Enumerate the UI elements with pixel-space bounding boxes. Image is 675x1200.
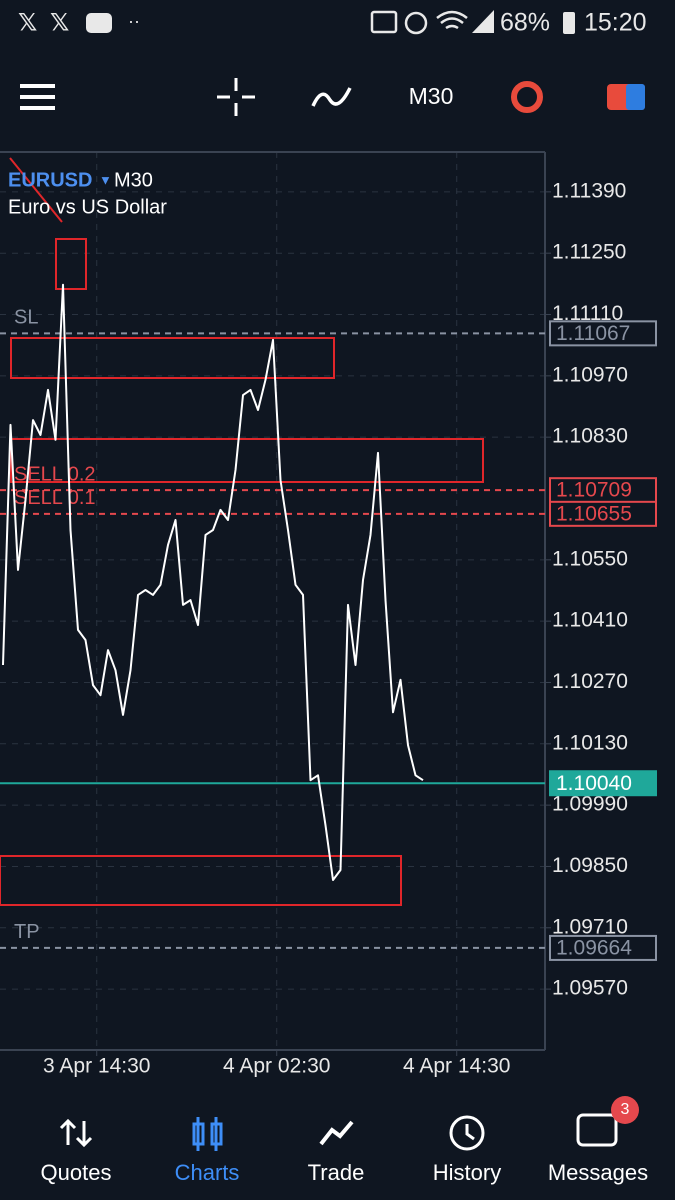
badge <box>611 1096 639 1124</box>
y-tick-label: 1.10270 <box>552 670 628 693</box>
y-tick-label: 1.11110 <box>552 302 623 325</box>
history-hands <box>465 1124 475 1141</box>
grid <box>0 152 545 1050</box>
nav-label[interactable]: Trade <box>308 1160 365 1185</box>
y-tick-label: 1.10550 <box>552 547 628 570</box>
y-tick-label: 1.11390 <box>552 179 626 202</box>
x-tick-label: 4 Apr 02:30 <box>223 1055 330 1078</box>
y-tick-label: 1.09990 <box>552 793 628 816</box>
video-icon <box>86 13 112 33</box>
symbol[interactable]: EURUSD <box>8 169 92 191</box>
battery-percent: 68% <box>500 9 550 37</box>
charts-icon <box>192 1117 223 1151</box>
level-name: SELL 0.2 <box>14 463 96 485</box>
level-label: 1.10040 <box>556 772 632 795</box>
level-name: TP <box>14 921 40 943</box>
battery-icon <box>563 12 575 34</box>
drawings <box>0 157 484 906</box>
y-tick-label: 1.10410 <box>552 609 628 632</box>
price-line <box>2 283 424 881</box>
nav-label[interactable]: History <box>433 1160 501 1185</box>
rectangle <box>55 238 87 290</box>
history-icon <box>449 1115 485 1151</box>
toolbar: M30 <box>20 78 645 116</box>
y-tick-label: 1.09710 <box>552 915 628 938</box>
status-bar: 𝕏 𝕏 ·· 68% 15:20 <box>18 9 647 37</box>
nav-label[interactable]: Quotes <box>41 1160 112 1185</box>
rectangle <box>10 438 484 483</box>
x-icon: 𝕏 <box>50 9 69 36</box>
y-tick-label: 1.09570 <box>552 977 628 1000</box>
symbol-dropdown[interactable]: ▼ <box>99 172 112 187</box>
wifi-icon <box>436 10 468 30</box>
trade-button[interactable] <box>511 81 543 113</box>
x-tick-label: 3 Apr 14:30 <box>43 1055 150 1078</box>
level-label: 1.10709 <box>556 479 632 502</box>
level-label-box <box>549 477 657 504</box>
badge-count: 3 <box>621 1101 630 1118</box>
level-label: 1.10655 <box>556 502 632 525</box>
trade-icon <box>319 1120 354 1146</box>
y-tick-label: 1.11250 <box>552 241 626 264</box>
cast-icon <box>370 10 398 34</box>
chart: EURUSD ▼ M30 Euro vs US Dollar 1.11390 1.… <box>0 151 657 1078</box>
level-label-box <box>549 770 657 797</box>
crosshair-button[interactable] <box>217 78 255 116</box>
x-icon: 𝕏 <box>18 9 37 36</box>
nav-label[interactable]: Messages <box>548 1160 648 1185</box>
level-label-box <box>549 934 657 961</box>
level-label-box <box>549 320 657 347</box>
dots-icon: ·· <box>128 11 140 31</box>
level-name: SL <box>14 307 38 329</box>
y-tick-label: 1.10130 <box>552 731 628 754</box>
alarm-icon <box>404 11 428 35</box>
messages-icon <box>576 1113 618 1147</box>
level-label: 1.11067 <box>556 322 630 345</box>
quotes-icon <box>59 1118 93 1148</box>
nav-label[interactable]: Charts <box>175 1160 240 1185</box>
rectangle <box>0 855 402 906</box>
rectangle <box>10 337 335 379</box>
y-tick-label: 1.10970 <box>552 363 628 386</box>
trend-line <box>9 157 63 223</box>
indicators-button[interactable] <box>311 87 352 107</box>
level-label-box <box>549 500 657 527</box>
clock: 15:20 <box>584 9 647 37</box>
y-tick-label: 1.10830 <box>552 425 628 448</box>
symbol-description: Euro vs US Dollar <box>8 196 167 218</box>
y-tick-label: 1.09850 <box>552 854 628 877</box>
bottom-nav: 3 Quotes Charts Trade History Messages <box>41 1096 648 1185</box>
timeframe-button[interactable]: M30 <box>409 83 454 109</box>
chart-timeframe: M30 <box>114 169 153 191</box>
level-name: SELL 0.1 <box>14 487 96 509</box>
signal-icon <box>472 10 494 33</box>
level-label: 1.09664 <box>556 936 632 959</box>
x-tick-label: 4 Apr 14:30 <box>403 1055 510 1078</box>
account-button-half <box>626 84 645 110</box>
menu-button[interactable] <box>20 84 55 110</box>
